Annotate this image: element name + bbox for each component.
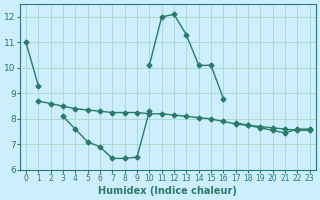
X-axis label: Humidex (Indice chaleur): Humidex (Indice chaleur) bbox=[98, 186, 237, 196]
